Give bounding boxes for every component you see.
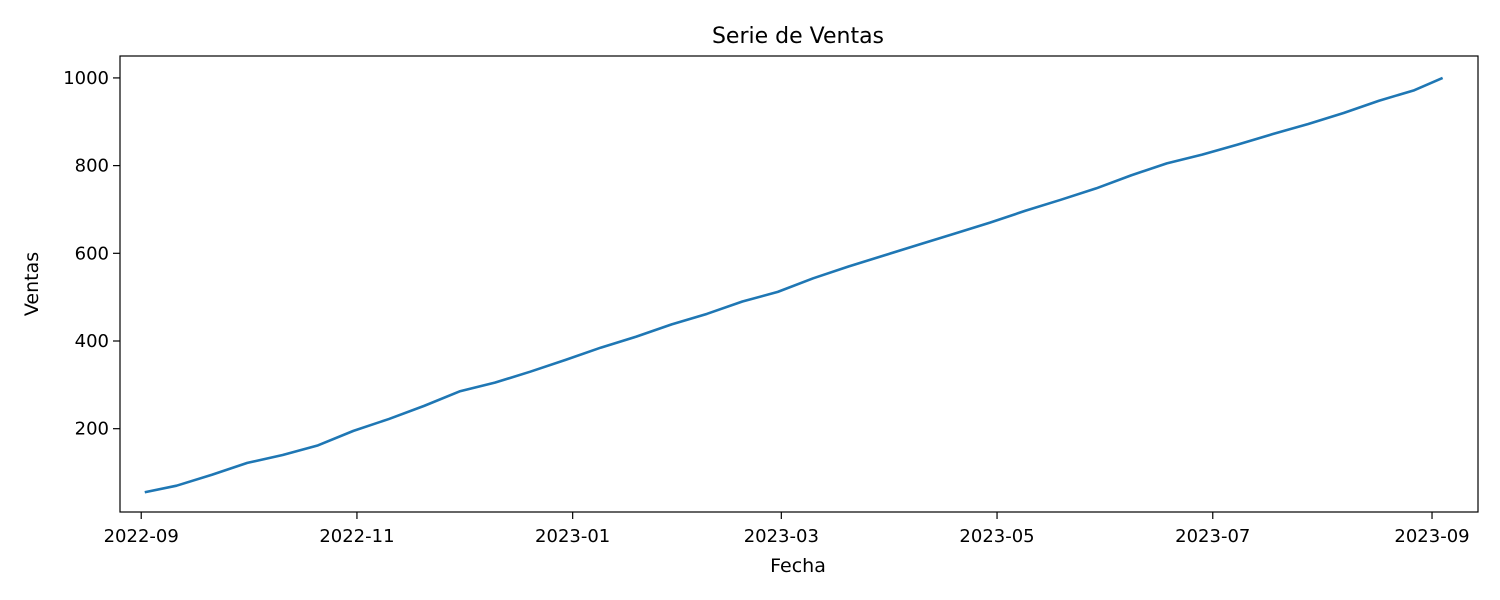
y-tick-label: 1000	[63, 68, 109, 89]
x-axis-label: Fecha	[770, 555, 826, 577]
y-axis-label: Ventas	[21, 252, 43, 316]
chart-title: Serie de Ventas	[712, 24, 884, 49]
y-tick-label: 800	[75, 156, 109, 177]
x-tick-label: 2023-07	[1175, 526, 1250, 547]
y-axis: 200 400 600 800 1000	[63, 68, 120, 440]
x-tick-label: 2023-03	[744, 526, 819, 547]
plot-area-frame	[119, 55, 1479, 513]
x-tick-label: 2023-05	[959, 526, 1034, 547]
x-tick-label: 2023-09	[1394, 526, 1469, 547]
y-tick-label: 600	[75, 243, 109, 264]
x-axis: 2022-09 2022-11 2023-01 2023-03 2023-05 2023-…	[104, 512, 1470, 547]
x-tick-label: 2022-11	[319, 526, 394, 547]
y-tick-label: 200	[75, 419, 109, 440]
x-tick-label: 2023-01	[535, 526, 610, 547]
x-tick-label: 2022-09	[104, 526, 179, 547]
y-tick-label: 400	[75, 331, 109, 352]
series-line	[144, 76, 1444, 494]
